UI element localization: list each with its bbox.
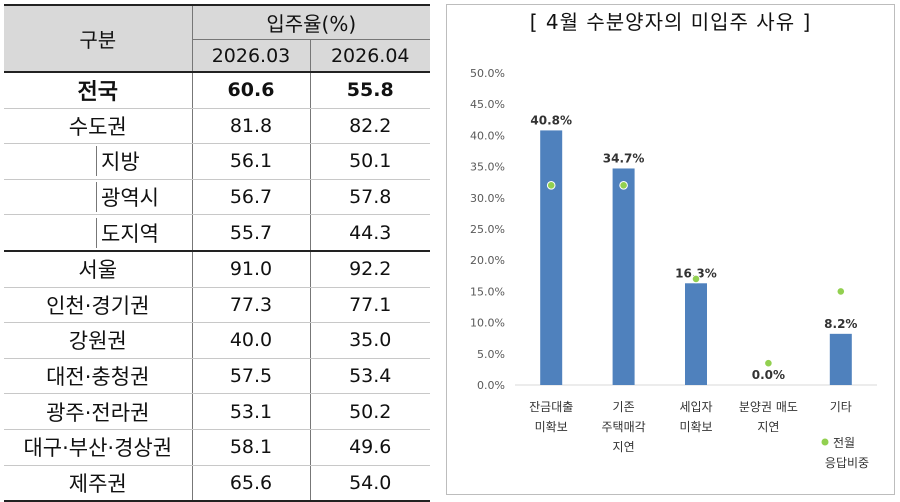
- category-label: 주택매각: [602, 420, 646, 434]
- row-label: 수도권: [4, 108, 193, 145]
- cell-april: 55.8: [310, 72, 430, 109]
- cell-march: 40.0: [192, 322, 311, 359]
- cell-march: 56.7: [192, 179, 311, 216]
- category-label: 잔금대출: [529, 400, 573, 414]
- table-row: 수도권 81.8 82.2: [4, 108, 430, 145]
- cell-april: 77.1: [310, 287, 430, 324]
- row-label: 강원권: [4, 322, 193, 359]
- category-label: 기타: [830, 400, 852, 414]
- cell-april: 50.1: [310, 143, 430, 180]
- table-row: 강원권 40.0 35.0: [4, 322, 430, 359]
- y-tick-label: 50.0%: [470, 67, 505, 80]
- category-label: 미확보: [679, 420, 712, 434]
- y-tick-label: 0.0%: [477, 379, 505, 392]
- occupancy-rate-header: 입주율(%): [192, 5, 430, 40]
- row-label: 대구·부산·경상권: [4, 429, 193, 466]
- table-row: 광주·전라권 53.1 50.2: [4, 393, 430, 430]
- y-tick-label: 40.0%: [470, 129, 505, 142]
- row-label: 지방: [96, 146, 193, 177]
- cell-april: 82.2: [310, 108, 430, 145]
- legend-label: 전월: [833, 436, 855, 450]
- y-tick-label: 10.0%: [470, 317, 505, 330]
- bar: [829, 333, 852, 385]
- bar: [540, 130, 563, 385]
- month-header-april: 2026.04: [310, 39, 430, 72]
- prev-month-point: [546, 181, 556, 190]
- table-row: 도지역 55.7 44.3: [4, 214, 430, 252]
- cell-march: 53.1: [192, 393, 311, 430]
- prev-month-point: [619, 181, 628, 190]
- y-tick-label: 15.0%: [470, 285, 505, 298]
- y-tick-label: 25.0%: [470, 223, 505, 236]
- row-label: 서울: [4, 249, 193, 288]
- table-row: 지방 56.1 50.1: [4, 143, 430, 180]
- y-tick-label: 20.0%: [470, 254, 505, 267]
- table-row: 대구·부산·경상권 58.1 49.6: [4, 429, 430, 466]
- category-label: 세입자: [679, 400, 712, 414]
- category-label: 지연: [757, 420, 779, 434]
- row-label: 인천·경기권: [4, 287, 193, 324]
- table-row: 제주권 65.6 54.0: [4, 465, 430, 502]
- cell-april: 57.8: [310, 179, 430, 216]
- cell-april: 53.4: [310, 358, 430, 395]
- cell-march: 60.6: [192, 72, 311, 109]
- table-row: 대전·충청권 57.5 53.4: [4, 358, 430, 395]
- row-label: 전국: [4, 72, 193, 109]
- table-row: 광역시 56.7 57.8: [4, 179, 430, 216]
- cell-march: 91.0: [192, 249, 311, 288]
- row-label: 도지역: [96, 217, 193, 248]
- table-row: 전국 60.6 55.8: [4, 72, 430, 109]
- data-label: 40.8%: [530, 113, 572, 127]
- month-header-march: 2026.03: [192, 39, 311, 72]
- data-label: 8.2%: [824, 317, 857, 331]
- prev-month-point: [691, 274, 701, 284]
- y-tick-label: 30.0%: [470, 192, 505, 205]
- y-tick-label: 35.0%: [470, 161, 505, 174]
- y-tick-label: 5.0%: [477, 348, 505, 361]
- cell-april: 44.3: [310, 214, 430, 252]
- cell-april: 92.2: [310, 249, 430, 288]
- chart-panel: [ 4월 수분양자의 미입주 사유 ] 0.0% 5.0% 10.0% 15.0% 20…: [446, 4, 895, 495]
- cell-april: 50.2: [310, 393, 430, 430]
- category-label: 기존: [613, 400, 635, 414]
- prev-month-point: [764, 358, 773, 368]
- row-label: 제주권: [4, 465, 193, 502]
- cell-april: 35.0: [310, 322, 430, 359]
- data-label: 16.3%: [675, 266, 717, 280]
- cell-march: 65.6: [192, 465, 311, 502]
- y-tick-label: 45.0%: [470, 98, 505, 111]
- cell-march: 55.7: [192, 214, 311, 252]
- prev-month-point: [836, 287, 846, 296]
- move-in-reason-chart: 0.0% 5.0% 10.0% 15.0% 20.0% 25.0% 30.0% 35.0% 40…: [470, 67, 877, 470]
- cell-march: 77.3: [192, 287, 311, 324]
- cell-march: 81.8: [192, 108, 311, 145]
- cell-march: 58.1: [192, 429, 311, 466]
- row-label: 광주·전라권: [4, 393, 193, 430]
- data-label: 0.0%: [752, 368, 785, 382]
- table-row: 서울 91.0 92.2: [4, 249, 430, 288]
- bar: [612, 168, 635, 385]
- chart-title: [ 4월 수분양자의 미입주 사유 ]: [529, 10, 812, 34]
- legend-label: 응답비중: [825, 456, 869, 470]
- cell-april: 49.6: [310, 429, 430, 466]
- category-label: 미확보: [535, 420, 568, 434]
- category-label: 분양권 매도: [739, 400, 798, 414]
- bar: [685, 283, 707, 385]
- row-label: 광역시: [96, 182, 193, 213]
- region-header: 구분: [4, 5, 193, 72]
- category-label: 지연: [613, 440, 635, 454]
- row-label: 대전·충청권: [4, 358, 193, 395]
- occupancy-rate-table: 구분 입주율(%) 2026.03 2026.04 전국 60.6 55.8 수…: [4, 4, 430, 502]
- table-row: 인천·경기권 77.3 77.1: [4, 287, 430, 324]
- data-label: 34.7%: [603, 151, 645, 165]
- legend-marker: [821, 438, 829, 446]
- cell-april: 54.0: [310, 465, 430, 502]
- cell-march: 57.5: [192, 358, 311, 395]
- cell-march: 56.1: [192, 143, 311, 180]
